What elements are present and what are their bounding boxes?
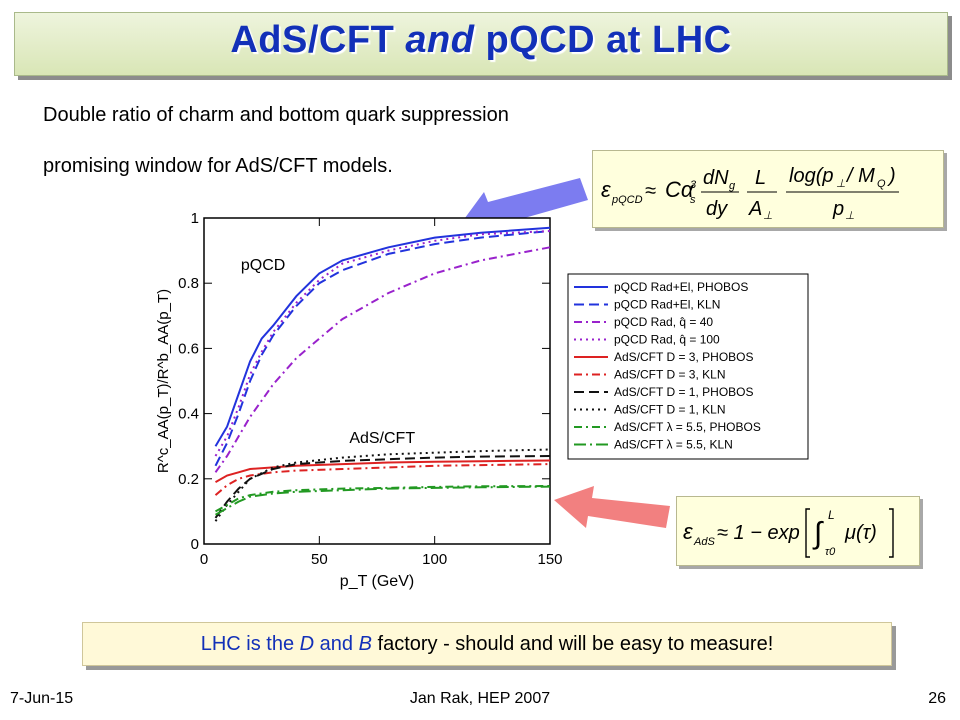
legend-label: AdS/CFT λ = 5.5, KLN xyxy=(614,438,733,452)
svg-text:log(p: log(p xyxy=(789,165,833,187)
svg-text:p: p xyxy=(832,198,844,220)
svg-text:∫: ∫ xyxy=(812,517,824,550)
svg-text:pQCD: pQCD xyxy=(611,194,643,206)
series-line-6 xyxy=(214,455,551,519)
svg-text:dy: dy xyxy=(706,198,728,220)
legend-label: AdS/CFT D = 3, KLN xyxy=(614,368,726,382)
svg-text:ε: ε xyxy=(601,177,611,202)
title-banner: AdS/CFT and pQCD at LHC xyxy=(14,12,948,76)
plot-area: 0 50 100 150 0 0.2 0.4 0.6 0.8 1 p_T (GeV) R^c_AA(p… xyxy=(155,210,563,590)
y-tick-label: 0.8 xyxy=(178,275,199,292)
bottom-note: LHC is the D and B factory - should and … xyxy=(82,622,892,666)
footer-center: Jan Rak, HEP 2007 xyxy=(409,690,551,707)
svg-text:⊥: ⊥ xyxy=(836,178,846,190)
y-tick-label: 1 xyxy=(191,210,199,227)
series-line-3 xyxy=(214,230,551,457)
svg-text:): ) xyxy=(887,165,896,187)
svg-text:g: g xyxy=(729,180,736,192)
legend-label: pQCD Rad+El, PHOBOS xyxy=(614,280,748,294)
svg-text:L: L xyxy=(828,508,835,522)
red-arrow xyxy=(554,486,670,528)
series-line-2 xyxy=(214,246,551,473)
legend-label: AdS/CFT D = 1, KLN xyxy=(614,403,726,417)
note-part2: and xyxy=(314,633,359,655)
subtitle-line-2: promising window for AdS/CFT models. xyxy=(43,155,393,177)
x-tick-label: 100 xyxy=(422,551,447,568)
x-tick-label: 50 xyxy=(311,551,328,568)
y-tick-label: 0 xyxy=(191,536,199,553)
x-tick-label: 0 xyxy=(200,551,208,568)
series-line-9 xyxy=(215,485,551,516)
y-tick-label: 0.4 xyxy=(178,406,199,423)
note-part1: LHC is the xyxy=(200,633,300,655)
series-line-5 xyxy=(214,463,551,496)
legend-label: pQCD Rad, q̂ = 100 xyxy=(614,333,720,347)
note-part3: factory - should and will be easy to mea… xyxy=(371,633,774,655)
note-b: B xyxy=(358,633,372,655)
legend-label: AdS/CFT λ = 5.5, PHOBOS xyxy=(614,420,761,434)
x-tick-label: 150 xyxy=(537,551,562,568)
y-tick-label: 0.2 xyxy=(178,471,199,488)
svg-text:dN: dN xyxy=(703,167,729,189)
ads-formula-render: ε AdS ≈ 1 − exp ∫ L τ0 μ(τ) xyxy=(683,508,894,558)
svg-text:μ(τ): μ(τ) xyxy=(844,522,877,544)
footer-date: 7-Jun-15 xyxy=(10,690,74,707)
series-line-4 xyxy=(215,459,551,483)
series-line-1 xyxy=(214,230,551,467)
legend-label: pQCD Rad+El, KLN xyxy=(614,298,720,312)
svg-text:≈ 1 − exp: ≈ 1 − exp xyxy=(717,522,800,544)
pqcd-formula-render: ε pQCD ≈ Cα s 3 dN g dy L A ⊥ log(p ⊥ / … xyxy=(601,165,899,222)
svg-text:τ0: τ0 xyxy=(825,546,836,558)
svg-text:⊥: ⊥ xyxy=(763,210,773,222)
subtitle-line-1: Double ratio of charm and bottom quark s… xyxy=(43,104,509,126)
svg-text:ε: ε xyxy=(683,519,693,544)
ads-formula: ε AdS ≈ 1 − exp ∫ L τ0 μ(τ) xyxy=(676,496,920,566)
annotation-pqcd: pQCD xyxy=(241,257,285,274)
slide-title: AdS/CFT and pQCD at LHC xyxy=(15,19,947,62)
svg-text:/ M: / M xyxy=(845,165,875,187)
svg-text:s: s xyxy=(690,194,696,206)
annotation-adscft: AdS/CFT xyxy=(349,430,415,447)
legend-label: AdS/CFT D = 1, PHOBOS xyxy=(614,385,754,399)
svg-text:A: A xyxy=(748,198,762,220)
series-line-8 xyxy=(215,485,551,513)
svg-text:AdS: AdS xyxy=(693,536,715,548)
x-axis-label: p_T (GeV) xyxy=(340,573,414,590)
series-line-0 xyxy=(214,226,551,447)
svg-text:Q: Q xyxy=(877,178,886,190)
legend-label: AdS/CFT D = 3, PHOBOS xyxy=(614,350,754,364)
title-part1: AdS/CFT xyxy=(230,19,406,61)
svg-text:Cα: Cα xyxy=(665,177,695,202)
svg-text:⊥: ⊥ xyxy=(845,210,855,222)
pqcd-formula: ε pQCD ≈ Cα s 3 dN g dy L A ⊥ log(p ⊥ / … xyxy=(592,150,944,228)
legend: pQCD Rad+El, PHOBOS pQCD Rad+El, KLN pQCD … xyxy=(567,273,809,460)
svg-text:3: 3 xyxy=(690,179,697,191)
svg-text:≈: ≈ xyxy=(645,180,656,202)
plot-frame xyxy=(203,217,551,545)
series-line-7 xyxy=(214,448,551,522)
note-d: D xyxy=(299,633,315,655)
title-italic: and xyxy=(405,19,475,61)
footer-page-number: 26 xyxy=(928,690,946,707)
chart: 0 50 100 150 0 0.2 0.4 0.6 0.8 1 p_T (GeV) R^c_AA(p… xyxy=(155,210,809,590)
title-part2: pQCD at LHC xyxy=(474,19,732,61)
y-axis-label: R^c_AA(p_T)/R^b_AA(p_T) xyxy=(155,289,172,473)
y-tick-label: 0.6 xyxy=(178,340,199,357)
legend-label: pQCD Rad, q̂ = 40 xyxy=(614,315,713,329)
svg-text:L: L xyxy=(755,167,766,189)
